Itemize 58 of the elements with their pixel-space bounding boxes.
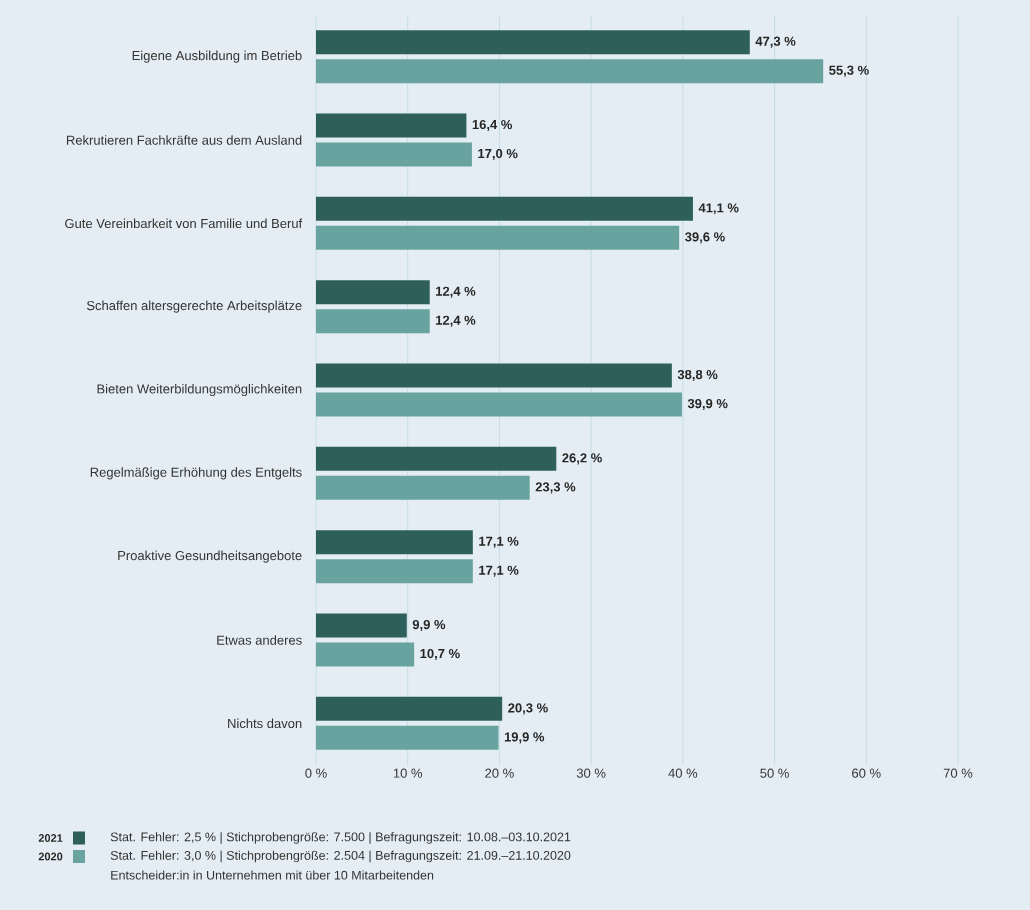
x-tick-label: 70 % xyxy=(943,768,973,778)
bar xyxy=(316,446,557,471)
y-tick-label: Nichts davon xyxy=(228,718,302,729)
bar xyxy=(316,113,467,138)
bar xyxy=(316,642,415,667)
bar xyxy=(316,59,824,84)
data-label: 20,3 % xyxy=(508,703,548,715)
data-label: 16,4 % xyxy=(472,119,513,132)
x-tick-label: 40 % xyxy=(668,768,698,778)
bar xyxy=(316,196,693,221)
y-tick-label: Eigene Ausbildung im Betrieb xyxy=(132,50,302,63)
data-label: 17,1 % xyxy=(479,536,519,548)
data-label: 10,7 % xyxy=(420,648,460,661)
data-label: 39,9 % xyxy=(687,398,728,411)
data-label: 23,3 % xyxy=(535,482,576,494)
data-label: 41,1 % xyxy=(698,203,739,215)
bar xyxy=(316,392,682,417)
data-label: 17,1 % xyxy=(479,565,519,577)
y-tick-label: Proaktive Gesundheitsangebote xyxy=(118,550,302,563)
bar xyxy=(316,363,672,388)
bar xyxy=(316,559,473,584)
bar xyxy=(316,225,680,250)
legend-label: 2021 xyxy=(38,834,63,842)
data-label: 55,3 % xyxy=(829,65,869,77)
text: Stat. Fehler: 3,0 % | Stichprobengröße: 2.504 | Befragungszeit: 21.09.–21.10.2020 xyxy=(110,850,571,863)
x-tick-label: 50 % xyxy=(760,768,789,778)
data-label: 39,6 % xyxy=(685,232,725,244)
data-label: 9,9 % xyxy=(412,619,446,632)
x-tick-label: 0 % xyxy=(305,768,327,778)
bar xyxy=(316,309,430,334)
data-label: 47,3 % xyxy=(755,36,796,48)
bar xyxy=(316,30,750,55)
bar xyxy=(316,696,503,721)
legend-label: 2020 xyxy=(38,852,63,861)
y-tick-label: Schaffen altersgerechte Arbeitsplätze xyxy=(86,300,302,313)
bar xyxy=(316,613,407,638)
y-tick-label: Regelmäßige Erhöhung des Entgelts xyxy=(90,467,302,480)
bar xyxy=(316,530,473,555)
bar xyxy=(316,475,530,500)
data-label: 12,4 % xyxy=(436,315,476,327)
text: Entscheider:in in Unternehmen mit über 10 Mitarbeitenden xyxy=(111,870,434,880)
data-label: 38,8 % xyxy=(677,369,718,382)
x-tick-label: 20 % xyxy=(485,768,514,778)
y-tick-label: Etwas anderes xyxy=(217,635,302,645)
bar xyxy=(316,725,499,750)
x-tick-label: 30 % xyxy=(576,768,606,778)
text: Stat. Fehler: 2,5 % | Stichprobengröße: 7.500 | Befragungszeit: 10.08.–03.10.2021 xyxy=(110,832,571,844)
data-label: 12,4 % xyxy=(436,286,476,298)
y-tick-label: Gute Vereinbarkeit von Familie und Beruf xyxy=(65,218,303,229)
bar xyxy=(316,142,472,167)
bar xyxy=(316,280,430,305)
data-label: 17,0 % xyxy=(478,148,518,161)
y-tick-label: Bieten Weiterbildungsmöglichkeiten xyxy=(97,383,302,397)
data-label: 26,2 % xyxy=(562,453,602,465)
x-tick-label: 60 % xyxy=(852,768,881,778)
y-tick-label: Rekrutieren Fachkräfte aus dem Ausland xyxy=(66,135,302,145)
data-label: 19,9 % xyxy=(504,732,545,744)
x-tick-label: 10 % xyxy=(393,768,423,778)
